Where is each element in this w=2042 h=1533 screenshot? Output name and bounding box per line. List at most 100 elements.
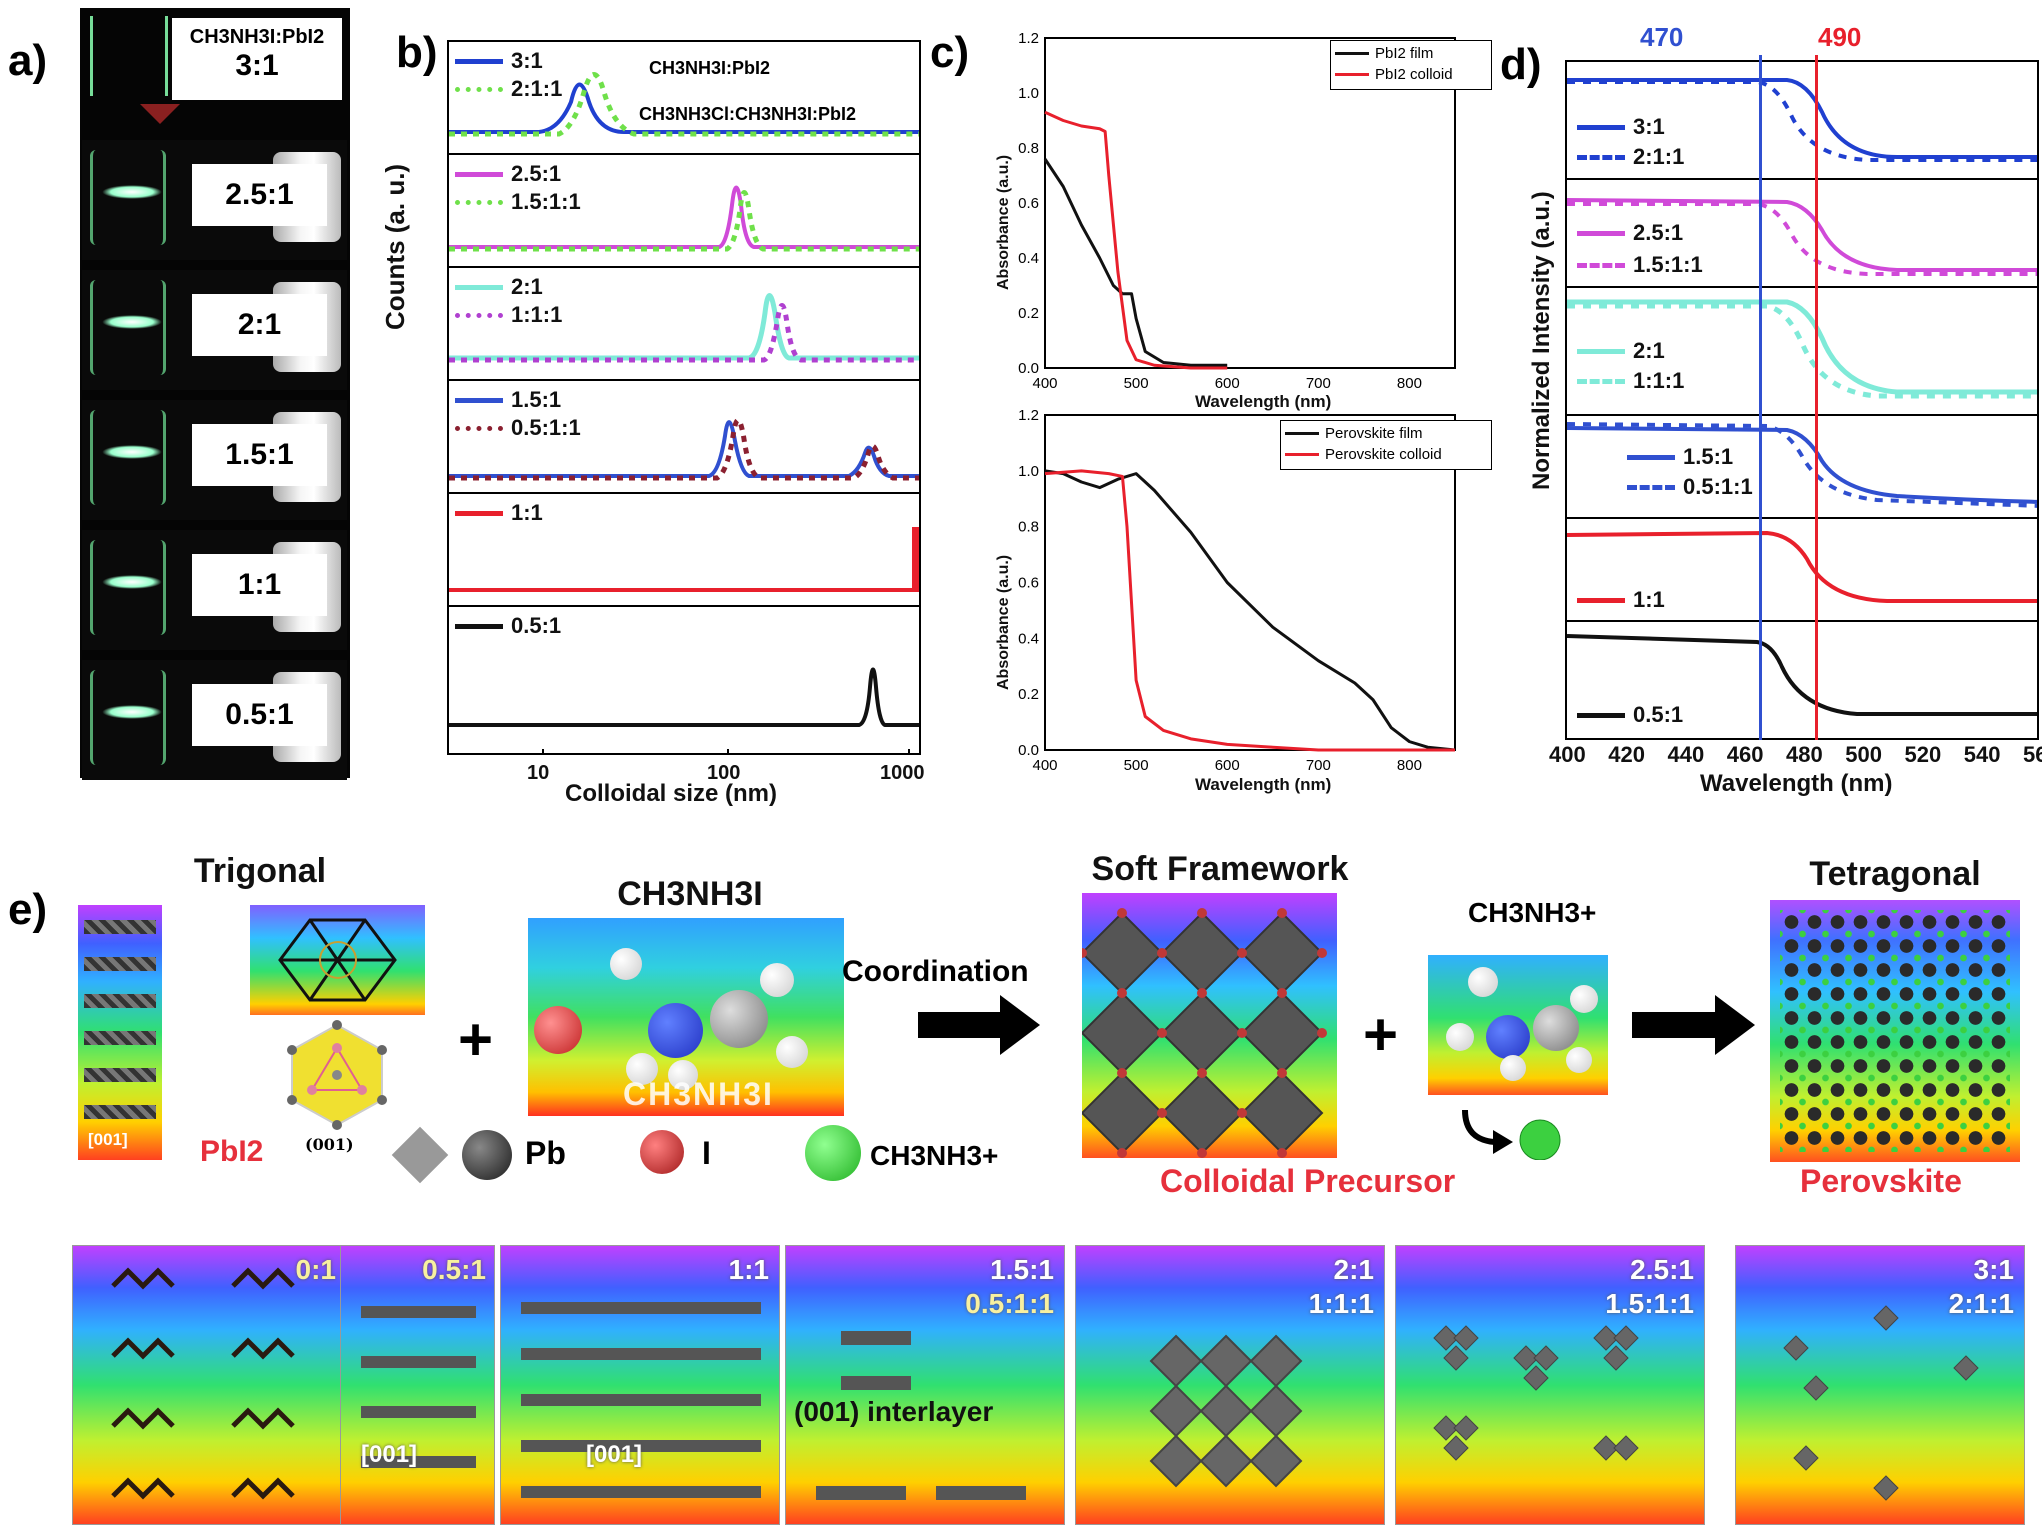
e-nitrogen-atom [648,1003,703,1058]
d-legend-dotted-0: 2:1:1 [1577,144,1684,170]
vial-ratio-3: 1.5:1 [192,424,327,486]
bottom-2-ratio: 1:1 [728,1254,769,1285]
d-subpanel-1: 2.5:1 1.5:1:1 [1565,178,2039,288]
ytick-6: 1.2 [1018,30,1039,47]
e-legend-octahedron [391,1126,449,1184]
d-curve-2-1 [1567,299,2037,395]
vial-2: 2:1 [82,270,347,390]
b-legend-dotted-3: 0.5:1:1 [455,415,581,441]
d-legend-solid-2: 2:1 [1577,338,1665,364]
c-top-ylabel: Absorbance (a.u.) [995,154,1012,290]
b-curve-svg-0 [449,72,919,137]
vial-ratio-1: 2.5:1 [192,164,327,226]
ytick-1: 0.2 [1018,305,1039,322]
c-bottom-legend-film: Perovskite film [1285,425,1487,442]
c-bottom-chart: 0.0 0.2 0.4 0.6 0.8 1.0 1.2 400 500 600 700 800 [1018,407,1456,774]
b-curve-3-1 [449,82,919,134]
b-subpanel-5: 0.5:1 [447,605,921,755]
d-xtick-6: 520 [1904,742,1942,767]
b-xtick-100: 100 [707,762,741,784]
bottom-3-ratio-2: 0.5:1:1 [965,1288,1054,1319]
b-series-label-2: CH3NH3Cl:CH3NH3I:PbI2 [639,104,857,124]
d-marker-490-label: 490 [1818,22,1862,52]
d-curve-0-5-1-1 [1567,422,2037,508]
e-arrow-2-head [1715,995,1755,1055]
e-plus-1: + [458,1006,494,1073]
c-bottom-legend-colloid: Perovskite colloid [1285,446,1487,463]
xtick-2: 600 [1215,375,1240,392]
ytick-2: 0.4 [1018,630,1039,647]
panel-label-e: e) [8,885,48,934]
d-curve-3-1 [1567,78,2037,159]
c-bottom-legend: Perovskite film Perovskite colloid [1280,420,1492,470]
ytick-3: 0.6 [1018,195,1039,212]
d-legend-solid-4: 1:1 [1577,587,1665,613]
d-xtick-2: 440 [1667,742,1705,767]
d-xlabel: Wavelength (nm) [1700,770,1893,797]
series-line-0 [1044,469,1456,752]
b-xlabel: Colloidal size (nm) [565,780,778,807]
bottom-panel-2: 1:1 [001] [500,1245,780,1525]
e-carbon-atom [710,990,768,1048]
d-xtick-3: 460 [1726,742,1764,767]
d-subpanel-4: 1:1 [1565,517,2039,622]
d-xtick-1: 420 [1608,742,1645,767]
e-ch3nh3-title: CH3NH3+ [1468,897,1597,928]
b-legend-dotted-2: 1:1:1 [455,302,562,328]
d-curve-2-5-1 [1567,198,2037,272]
bottom-1-dir: [001] [361,1441,418,1468]
vial-light-triangle [140,104,180,124]
d-xtick-7: 540 [1963,742,2001,767]
d-xtick-5: 500 [1845,742,1882,767]
b-legend-dotted-0: 2:1:1 [455,76,562,102]
d-curve-1-5-1-1 [1567,202,2037,276]
e-curved-arrow [1462,1109,1561,1160]
b-subpanel-4: 1:1 [447,492,921,607]
bottom-5-ratio: 2.5:1 [1630,1254,1694,1285]
b-subpanel-0: 3:1 2:1:1 CH3NH3I:PbI2 CH3NH3Cl:CH3NH3I:… [447,40,921,155]
vial-glass-0 [90,16,168,96]
e-pbi2-label: PbI2 [200,1135,264,1168]
bottom-panel-6: 3:1 2:1:1 [1735,1245,2025,1525]
bottom-0-ratio: 0:1 [295,1254,336,1285]
d-subpanel-0: 3:1 2:1:1 [1565,60,2039,180]
bottom-4-ratio: 2:1 [1333,1254,1374,1285]
b-legend-solid-1: 2.5:1 [455,161,561,187]
bottom-panel-4: 2:1 1:1:1 [1075,1245,1385,1525]
c-bottom-xlabel: Wavelength (nm) [1195,775,1332,794]
d-legend-dotted-3: 0.5:1:1 [1627,474,1753,500]
d-legend-solid-5: 0.5:1 [1577,702,1683,728]
e-pbi2-layers: [001] [78,905,162,1160]
bottom-4-ratio-2: 1:1:1 [1308,1288,1374,1319]
xtick-3: 700 [1306,375,1331,392]
b-curve-2-1-1 [449,72,919,137]
ytick-0: 0.0 [1018,742,1039,759]
d-legend-dotted-1: 1.5:1:1 [1577,252,1703,278]
e-legend-ch3nh3-label: CH3NH3+ [870,1140,999,1171]
bottom-panel-5: 2.5:1 1.5:1:1 [1395,1245,1705,1525]
ytick-1: 0.2 [1018,686,1039,703]
bottom-6-ratio-2: 2:1:1 [1948,1288,2014,1319]
ytick-6: 1.2 [1018,407,1039,424]
e-legend-ch3nh3-atom [805,1125,861,1181]
e-hexagon-001 [287,1020,387,1130]
c-top-legend-colloid: PbI2 colloid [1335,66,1487,83]
e-perovskite-label: Perovskite [1800,1163,1962,1199]
d-curve-1-1 [1567,530,2037,603]
b-curve-0-5-1-1 [449,417,919,481]
e-arrow-2-shaft [1632,1012,1722,1038]
ytick-5: 1.0 [1018,463,1039,480]
d-xtick-8: 560 [2023,742,2042,767]
e-ch3nh3i-title: CH3NH3I [617,875,763,913]
panel-label-d: d) [1500,40,1542,89]
ytick-5: 1.0 [1018,85,1039,102]
ytick-4: 0.8 [1018,519,1039,536]
series-line-1 [1044,110,1228,370]
e-plus-2: + [1363,1001,1399,1068]
d-subpanel-2: 2:1 1:1:1 [1565,286,2039,416]
panel-label-a: a) [8,36,48,85]
e-soft-framework-crystal [1077,893,1337,1158]
b-series-label-1: CH3NH3I:PbI2 [649,58,771,78]
e-ch3nh3i-molecule: CH3NH3I [528,918,844,1116]
d-xticks: 400 420 440 460 480 500 520 540 560 [1549,742,2042,772]
